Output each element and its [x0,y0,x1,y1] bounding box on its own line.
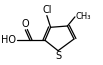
Text: Cl: Cl [42,5,52,15]
Text: S: S [55,51,61,61]
Text: HO: HO [1,35,16,45]
Text: O: O [22,19,29,29]
Text: CH₃: CH₃ [76,12,91,21]
